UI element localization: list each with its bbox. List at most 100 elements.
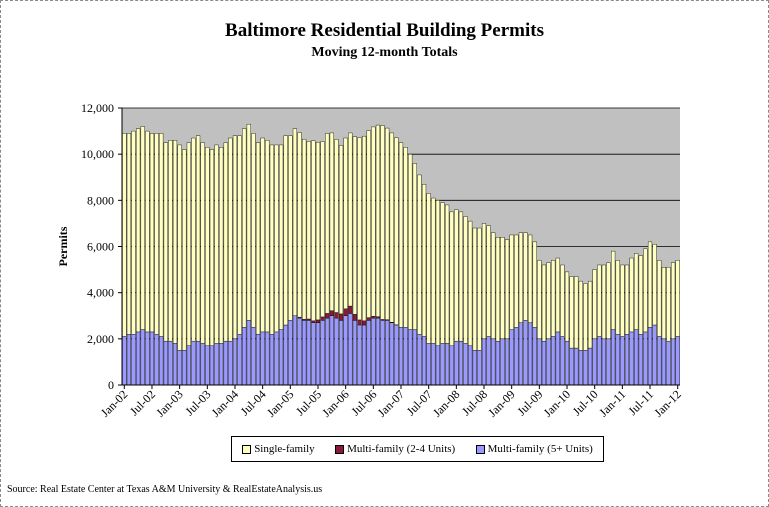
bar-single-family — [292, 128, 298, 316]
x-tick-label: Jan-12 — [651, 387, 684, 420]
x-tick-label: Jan-09 — [485, 387, 518, 420]
bar-multi-5plus — [159, 336, 164, 386]
bar-multi-5plus — [564, 340, 570, 386]
bar-multi-5plus — [606, 338, 611, 386]
bar-single-family — [191, 137, 196, 342]
bar-single-family — [500, 237, 505, 340]
bar-single-family — [417, 174, 422, 335]
bar-single-family — [652, 243, 657, 326]
bar-single-family — [131, 130, 136, 335]
bar-multi-2-4 — [306, 318, 311, 321]
x-tick-label: Jul-10 — [570, 387, 601, 418]
bar-single-family — [283, 135, 288, 326]
bar-multi-5plus — [652, 324, 657, 386]
bar-single-family — [587, 280, 593, 349]
bar-single-family — [555, 257, 560, 333]
y-tick-label: 4,000 — [87, 286, 114, 300]
bar-multi-5plus — [583, 350, 588, 386]
bar-single-family — [564, 271, 570, 342]
bar-single-family — [611, 250, 616, 330]
bar-single-family — [315, 141, 321, 321]
bar-multi-5plus — [504, 338, 510, 386]
y-tick-label: 2,000 — [87, 332, 114, 346]
bar-single-family — [274, 144, 279, 333]
bar-single-family — [675, 260, 680, 337]
bar-single-family — [458, 211, 464, 342]
bar-multi-5plus — [219, 343, 224, 386]
bar-single-family — [375, 124, 381, 317]
bar-single-family — [551, 260, 556, 337]
bar-single-family — [578, 280, 583, 351]
bar-single-family — [279, 144, 284, 330]
bar-multi-5plus — [200, 343, 205, 386]
bar-single-family — [495, 237, 500, 342]
bar-multi-5plus — [569, 347, 574, 386]
bar-single-family — [477, 227, 482, 351]
bar-single-family — [486, 225, 491, 337]
bar-multi-5plus — [209, 345, 215, 386]
bar-single-family — [168, 140, 173, 342]
bar-multi-5plus — [417, 334, 422, 386]
bar-single-family — [412, 163, 417, 330]
bar-single-family — [569, 276, 574, 349]
bar-single-family — [445, 204, 450, 344]
bar-single-family — [426, 193, 431, 344]
bar-single-family — [638, 255, 643, 335]
x-tick-label: Jul-09 — [514, 387, 545, 418]
bar-multi-5plus — [288, 320, 293, 386]
bar-single-family — [182, 149, 187, 351]
legend-swatch-single-family — [242, 444, 252, 454]
bar-single-family — [209, 149, 215, 346]
bar-multi-5plus — [398, 327, 404, 386]
bar-multi-5plus — [329, 315, 334, 386]
bar-single-family — [592, 269, 597, 340]
bar-multi-5plus — [375, 317, 381, 386]
bar-single-family — [122, 133, 127, 337]
bar-multi-5plus — [435, 345, 440, 386]
bar-multi-5plus — [574, 347, 579, 386]
bar-single-family — [237, 135, 242, 335]
bar-single-family — [362, 135, 367, 322]
bar-single-family — [357, 137, 362, 321]
bar-single-family — [666, 267, 671, 342]
bar-multi-5plus — [214, 343, 219, 386]
chart-title: Baltimore Residential Building Permits — [225, 20, 544, 41]
bar-multi-5plus — [624, 334, 630, 386]
bar-single-family — [606, 262, 611, 340]
bar-multi-5plus — [297, 317, 302, 386]
bar-single-family — [532, 241, 537, 328]
bar-single-family — [334, 139, 339, 313]
bar-single-family — [394, 137, 399, 325]
x-tick-label: Jul-07 — [404, 387, 435, 418]
bar-multi-5plus — [431, 343, 436, 386]
bar-single-family — [541, 264, 547, 342]
bar-single-family — [560, 264, 565, 337]
bar-single-family — [338, 145, 344, 315]
bar-multi-5plus — [269, 334, 274, 386]
bar-multi-2-4 — [362, 320, 367, 326]
bar-multi-5plus — [491, 338, 496, 386]
bar-multi-5plus — [615, 334, 620, 386]
x-tick-label: Jan-11 — [596, 387, 628, 419]
bar-multi-5plus — [283, 324, 288, 386]
bar-single-family — [629, 257, 634, 333]
bar-single-family — [219, 147, 224, 344]
bar-multi-5plus — [670, 338, 676, 386]
bar-single-family — [126, 133, 132, 335]
x-tick-label: Jan-04 — [209, 387, 242, 420]
legend-label-single-family: Single-family — [254, 443, 315, 455]
bar-single-family — [537, 260, 542, 340]
bar-multi-5plus — [168, 340, 173, 386]
bar-single-family — [320, 141, 325, 318]
bar-single-family — [408, 153, 413, 330]
bar-multi-5plus — [611, 329, 616, 386]
legend-swatch-multi-2-4 — [335, 444, 345, 454]
bar-multi-5plus — [551, 336, 556, 386]
bar-single-family — [223, 142, 228, 342]
bar-single-family — [242, 128, 247, 328]
bar-multi-5plus — [292, 315, 298, 386]
bar-single-family — [385, 127, 390, 320]
bar-multi-5plus — [145, 331, 150, 386]
bar-single-family — [288, 135, 293, 321]
